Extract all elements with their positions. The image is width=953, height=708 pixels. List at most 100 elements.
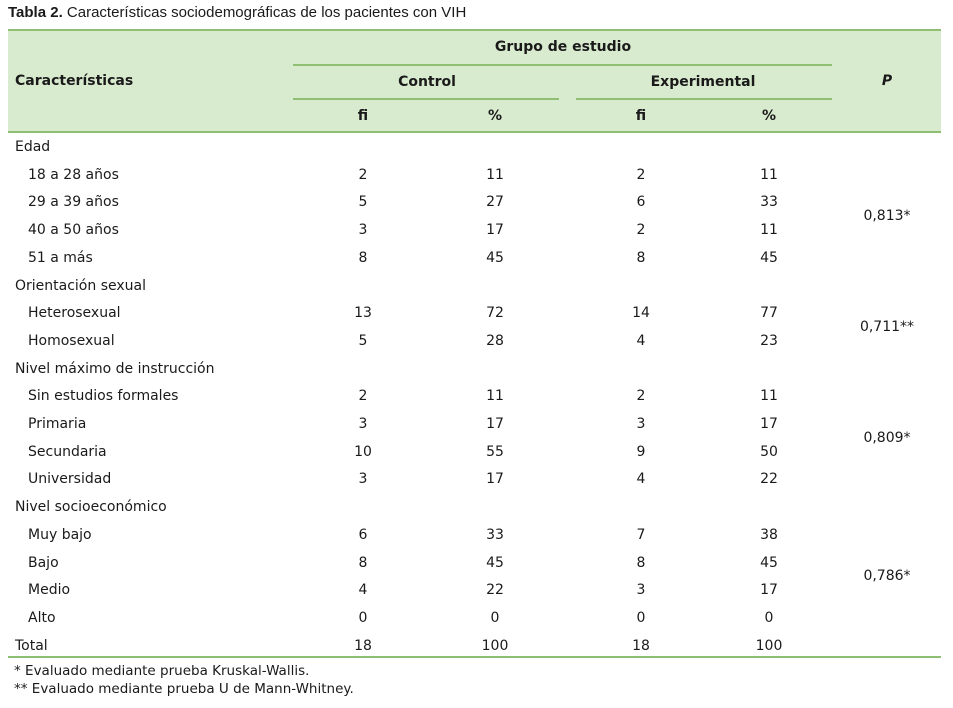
row-label: Primaria — [28, 416, 87, 432]
group-label: Nivel máximo de instrucción — [15, 360, 215, 377]
cell-c-fi: 13 — [354, 305, 372, 322]
cell-c-pct: 27 — [486, 194, 504, 211]
table-header — [8, 29, 941, 133]
cell-e-pct: 22 — [760, 471, 778, 488]
footnote-mann-whitney: ** Evaluado mediante prueba U de Mann-Wh… — [14, 681, 354, 697]
row-label: Secundaria — [28, 443, 107, 460]
cell-e-pct: 23 — [760, 332, 778, 349]
cell-e-fi: 4 — [636, 471, 646, 488]
cell-e-fi: 4 — [636, 332, 646, 349]
cell-c-pct: 45 — [486, 554, 504, 571]
row-label: Universidad — [28, 471, 112, 488]
cell-c-fi: 8 — [358, 554, 368, 571]
cell-c-pct: 11 — [486, 166, 504, 183]
cell-c-fi: 0 — [358, 609, 368, 626]
cell-e-pct: 45 — [760, 554, 778, 571]
cell-e-fi: 8 — [636, 554, 646, 571]
row-label: 29 a 39 años — [28, 194, 119, 211]
p-value: 0,711** — [859, 319, 915, 336]
cell-e-pct: 11 — [760, 388, 778, 405]
cell-e-fi: 0 — [636, 609, 646, 626]
cell-c-pct: 45 — [486, 249, 504, 266]
cell-e-pct: 50 — [760, 443, 778, 460]
header-control-rule — [293, 98, 559, 100]
group-label: Nivel socioeconómico — [15, 499, 167, 516]
cell-c-fi: 6 — [358, 526, 368, 543]
header-study-group: Grupo de estudio — [494, 39, 632, 55]
cell-e-pct: 17 — [760, 416, 778, 432]
cell-c-fi: 3 — [358, 471, 368, 488]
footnote-kruskal: * Evaluado mediante prueba Kruskal-Walli… — [14, 663, 310, 679]
cell-e-pct: 11 — [760, 222, 778, 239]
cell-c-pct: 28 — [486, 332, 504, 349]
cell-c-pct: 33 — [486, 526, 504, 543]
header-experimental-fi: fi — [635, 108, 647, 124]
cell-e-fi: 7 — [636, 526, 646, 543]
table-caption-label: Tabla 2. — [8, 4, 63, 21]
row-label: Sin estudios formales — [28, 388, 179, 405]
cell-e-pct: 100 — [755, 637, 783, 654]
cell-e-fi: 3 — [636, 582, 646, 599]
cell-c-pct: 11 — [486, 388, 504, 405]
cell-c-pct: 72 — [486, 305, 504, 322]
cell-c-pct: 22 — [486, 582, 504, 599]
row-label: Bajo — [28, 554, 59, 571]
header-experimental-rule — [576, 98, 832, 100]
table-caption: Tabla 2. Características sociodemográfic… — [8, 4, 466, 21]
row-label: 51 a más — [28, 249, 93, 266]
cell-e-fi: 8 — [636, 249, 646, 266]
cell-c-fi: 3 — [358, 222, 368, 239]
group-label: Orientación sexual — [15, 277, 146, 294]
p-value: 0,786* — [863, 568, 911, 585]
table-bottom-rule — [8, 656, 941, 658]
cell-c-pct: 100 — [481, 637, 509, 654]
cell-e-pct: 77 — [760, 305, 778, 322]
cell-c-fi: 5 — [358, 194, 368, 211]
row-label: Alto — [28, 609, 56, 626]
header-p: P — [881, 73, 893, 89]
cell-c-fi: 4 — [358, 582, 368, 599]
cell-c-pct: 17 — [486, 471, 504, 488]
header-control: Control — [398, 74, 456, 90]
header-experimental-pct: % — [761, 108, 777, 124]
p-value: 0,813* — [863, 208, 911, 225]
header-control-pct: % — [487, 108, 503, 124]
p-value: 0,809* — [863, 429, 911, 446]
row-label: Heterosexual — [28, 305, 121, 322]
header-experimental: Experimental — [650, 74, 756, 90]
cell-c-pct: 17 — [486, 222, 504, 239]
cell-c-fi: 5 — [358, 332, 368, 349]
cell-e-fi: 18 — [632, 637, 650, 654]
row-label: 18 a 28 años — [28, 166, 119, 183]
cell-e-pct: 0 — [764, 609, 774, 626]
cell-e-fi: 6 — [636, 194, 646, 211]
row-label: 40 a 50 años — [28, 222, 119, 239]
cell-c-pct: 0 — [490, 609, 500, 626]
header-characteristics: Características — [15, 73, 134, 89]
cell-e-fi: 2 — [636, 388, 646, 405]
cell-c-fi: 2 — [358, 388, 368, 405]
row-label: Medio — [28, 582, 71, 599]
cell-c-fi: 10 — [354, 443, 372, 460]
total-label: Total — [15, 637, 48, 654]
cell-e-fi: 9 — [636, 443, 646, 460]
cell-c-fi: 8 — [358, 249, 368, 266]
cell-c-fi: 2 — [358, 166, 368, 183]
table-caption-text: Características sociodemográficas de los… — [62, 4, 467, 21]
cell-e-pct: 17 — [760, 582, 778, 599]
cell-c-fi: 18 — [354, 637, 372, 654]
header-control-fi: fi — [357, 108, 369, 124]
cell-c-fi: 3 — [358, 416, 368, 432]
cell-e-pct: 33 — [760, 194, 778, 211]
cell-e-pct: 45 — [760, 249, 778, 266]
cell-c-pct: 17 — [486, 416, 504, 432]
group-label: Edad — [15, 139, 51, 155]
cell-e-pct: 11 — [760, 166, 778, 183]
cell-c-pct: 55 — [486, 443, 504, 460]
row-label: Homosexual — [28, 332, 115, 349]
row-label: Muy bajo — [28, 526, 92, 543]
cell-e-fi: 3 — [636, 416, 646, 432]
cell-e-pct: 38 — [760, 526, 778, 543]
cell-e-fi: 2 — [636, 166, 646, 183]
cell-e-fi: 14 — [632, 305, 650, 322]
